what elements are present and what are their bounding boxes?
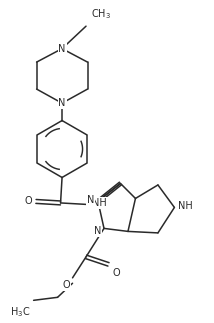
Text: NH: NH xyxy=(178,201,193,211)
Text: O: O xyxy=(25,196,32,206)
Text: N: N xyxy=(58,98,66,108)
Text: CH$_3$: CH$_3$ xyxy=(91,7,110,21)
Text: N: N xyxy=(58,44,66,54)
Text: H$_3$C: H$_3$C xyxy=(10,305,30,318)
Text: NH: NH xyxy=(92,198,107,208)
Text: N: N xyxy=(87,195,94,205)
Text: N: N xyxy=(94,226,101,236)
Text: O: O xyxy=(62,280,70,290)
Text: O: O xyxy=(112,268,120,278)
